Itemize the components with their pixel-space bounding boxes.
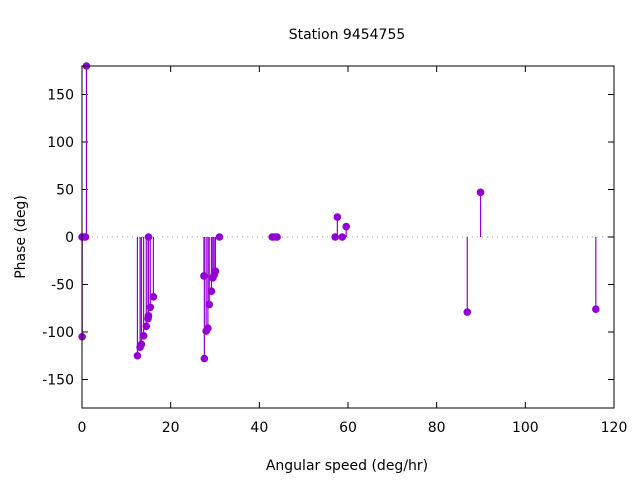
data-point (338, 233, 347, 241)
data-point (207, 287, 216, 295)
data-point (149, 293, 158, 301)
data-point (333, 213, 342, 221)
y-axis-label: Phase (deg) (13, 195, 29, 279)
data-point (133, 351, 142, 360)
y-tick-label: -50 (51, 278, 74, 294)
data-point (142, 322, 151, 331)
data-point (144, 312, 153, 320)
y-tick-label: 50 (56, 183, 74, 199)
x-tick-label: 20 (162, 420, 180, 436)
chart-title: Station 9454755 (289, 27, 406, 43)
data-point (204, 324, 212, 333)
data-point (215, 233, 224, 241)
x-tick-label: 100 (512, 420, 539, 436)
x-tick-label: 120 (601, 420, 628, 436)
data-point (146, 303, 155, 312)
x-tick-label: 80 (428, 420, 446, 436)
y-tick-label: -100 (42, 325, 74, 341)
x-tick-label: 60 (339, 420, 357, 436)
y-tick-label: -150 (42, 373, 74, 389)
y-tick-label: 150 (47, 88, 74, 104)
data-point (205, 300, 214, 309)
plot-frame (81, 65, 615, 409)
x-axis-label: Angular speed (deg/hr) (266, 458, 428, 474)
data-point (342, 222, 351, 231)
data-point (139, 332, 148, 340)
data-point (463, 308, 472, 316)
data-point (592, 305, 600, 314)
data-point (200, 354, 209, 363)
x-tick-label: 0 (78, 420, 87, 436)
data-point (273, 233, 281, 241)
y-tick-label: 0 (65, 230, 74, 246)
data-point (137, 340, 146, 349)
data-point (211, 267, 220, 276)
x-tick-label: 40 (250, 420, 268, 436)
data-point (81, 233, 90, 241)
data-point (144, 233, 153, 241)
y-tick-label: 100 (47, 135, 74, 151)
data-point (476, 188, 485, 197)
